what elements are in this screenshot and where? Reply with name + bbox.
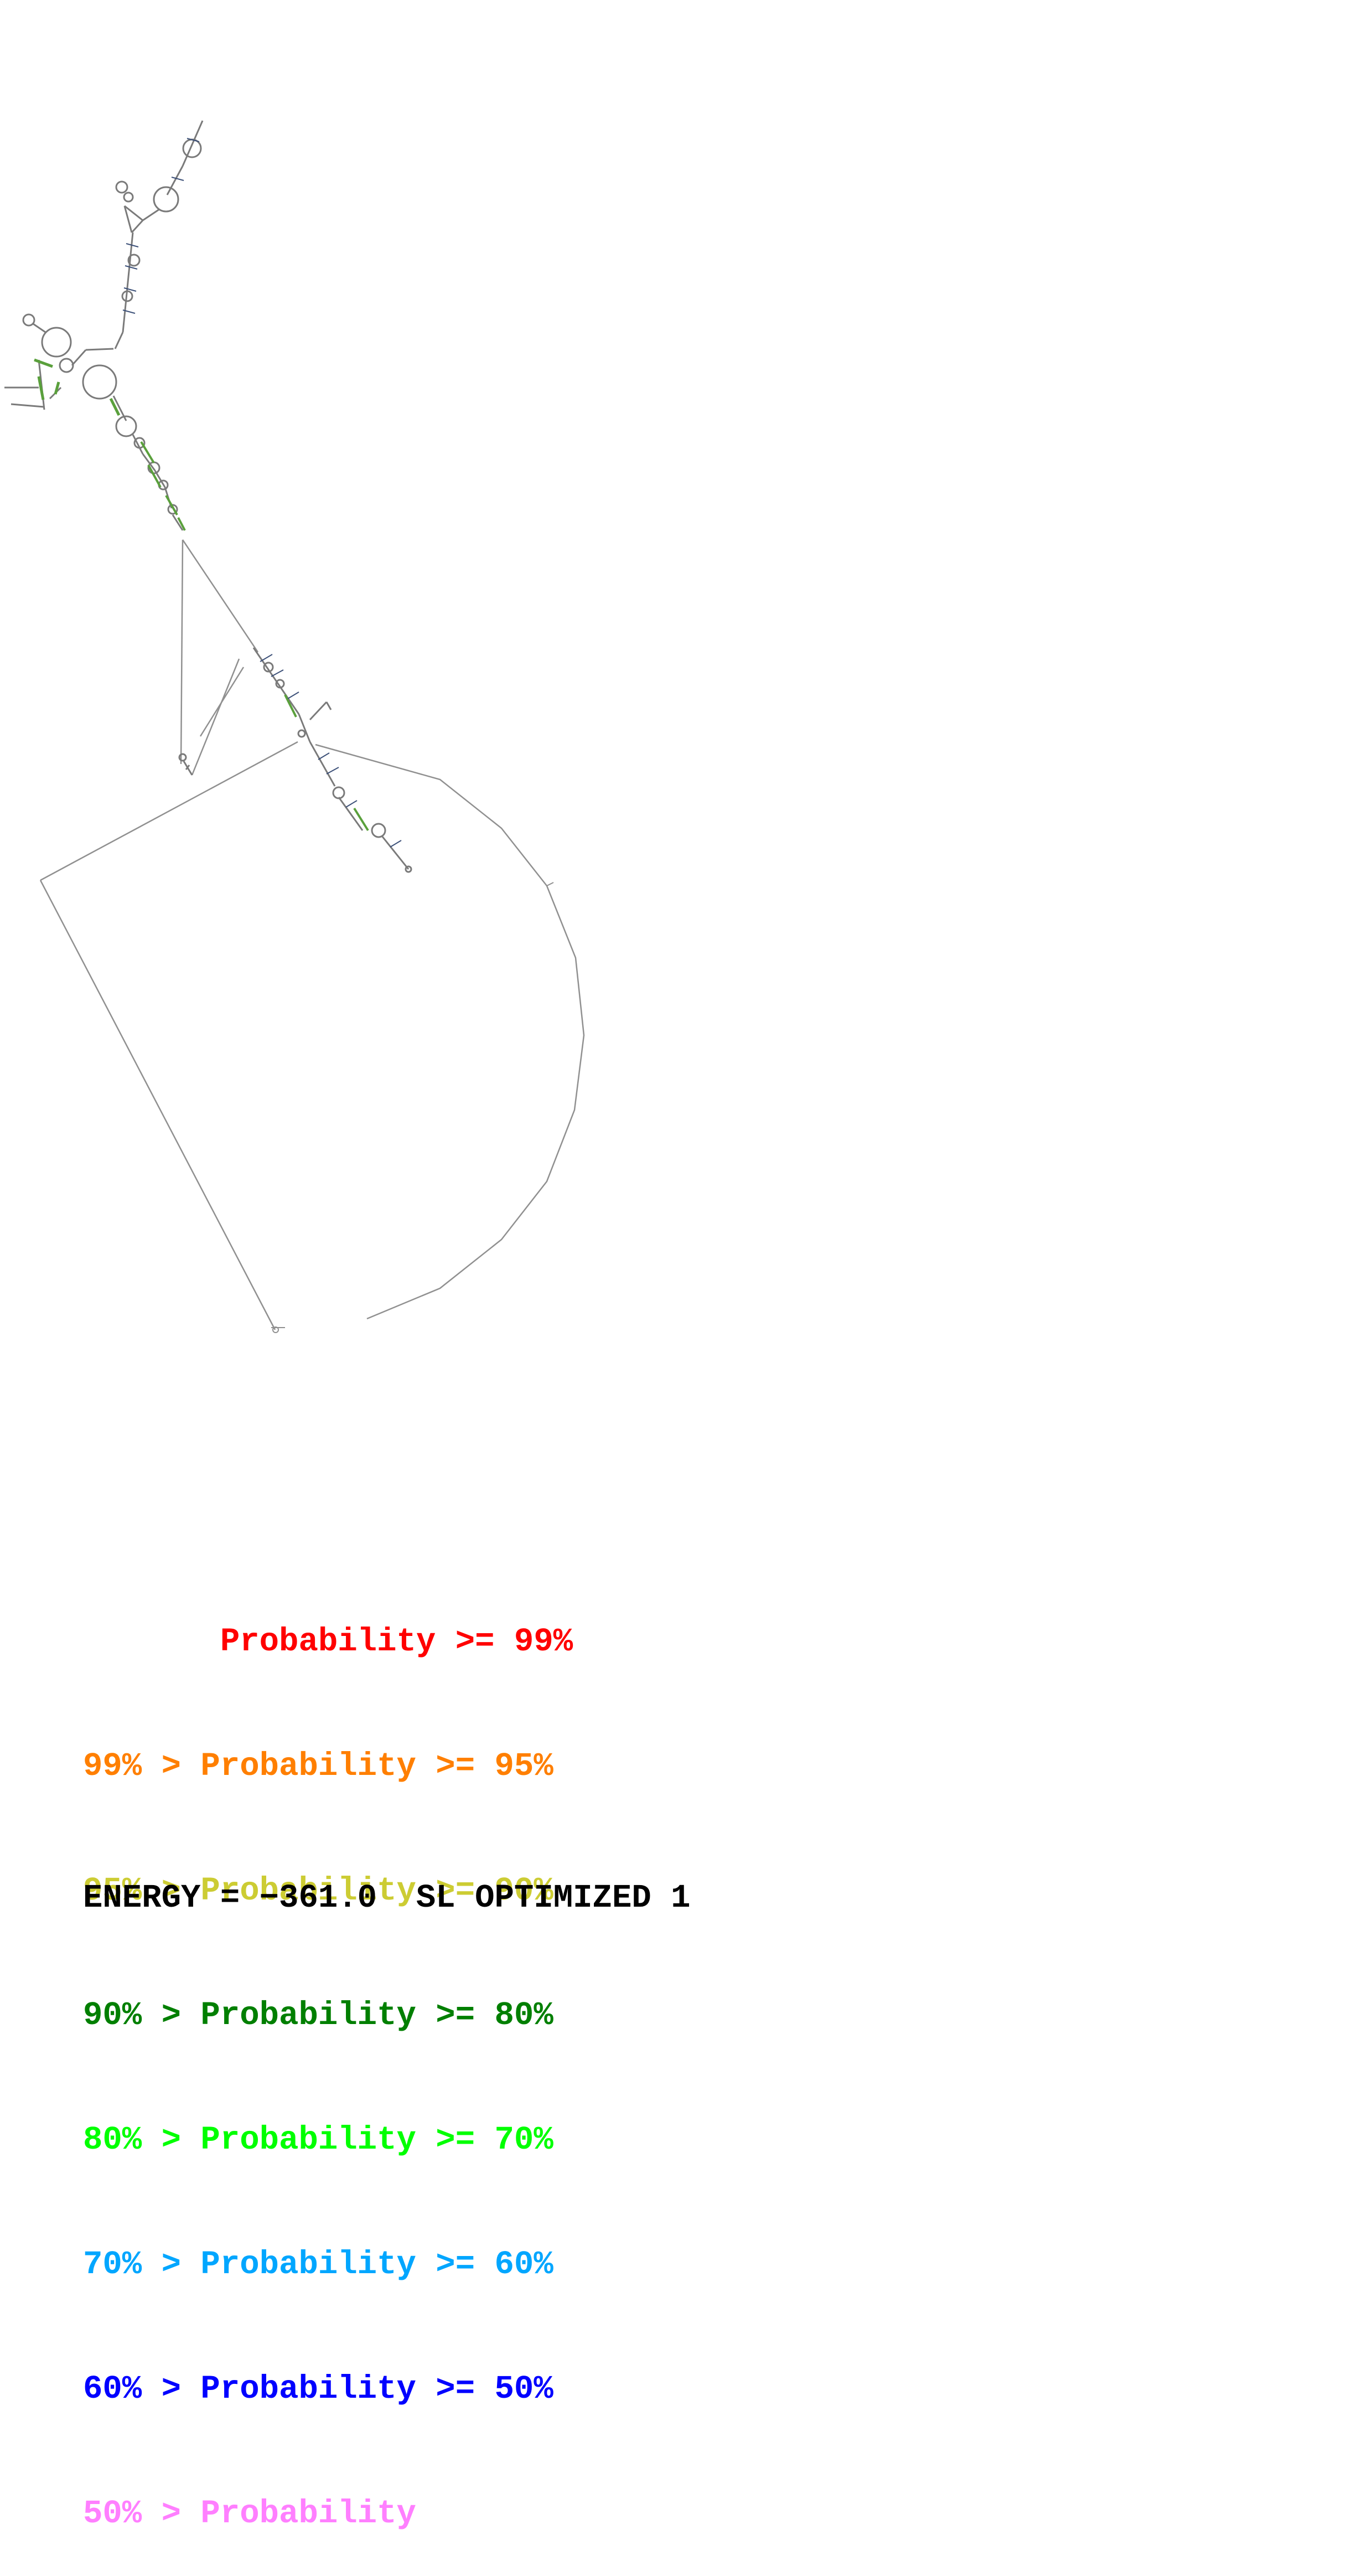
central-stem-green-pairs bbox=[140, 441, 186, 531]
small-tick-marks bbox=[271, 882, 554, 1333]
legend-line-90-95: 95% > Probability >= 90% bbox=[83, 1872, 553, 1909]
lower-stem-pair-ticks bbox=[260, 654, 402, 848]
legend-line-50-60: 60% > Probability >= 50% bbox=[83, 2371, 553, 2408]
small-hairpin-left bbox=[178, 753, 193, 776]
central-stem bbox=[112, 395, 184, 531]
top-hairpin-branch bbox=[114, 120, 204, 349]
left-multiloop-cluster bbox=[4, 313, 117, 410]
lower-stem-green-pairs bbox=[284, 694, 369, 832]
legend-line-95-99: 99% > Probability >= 95% bbox=[83, 1748, 553, 1785]
lower-stem bbox=[252, 647, 412, 873]
rna-secondary-structure-diagram bbox=[4, 120, 585, 1333]
legend-line-60-70: 70% > Probability >= 60% bbox=[83, 2246, 553, 2283]
legend-line-70-80: 80% > Probability >= 70% bbox=[83, 2121, 553, 2159]
legend-line-80-90: 90% > Probability >= 80% bbox=[83, 1997, 553, 2034]
legend-line-ge-99: Probability >= 99% bbox=[83, 1623, 573, 1660]
probability-legend: Probability >= 99% 99% > Probability >= … bbox=[83, 1538, 573, 2576]
long-backbone-segments bbox=[39, 539, 585, 1330]
left-cluster-green-pairs bbox=[34, 358, 121, 416]
top-pair-ticks bbox=[122, 138, 200, 314]
legend-line-lt-50: 50% > Probability bbox=[83, 2495, 416, 2532]
energy-label: ENERGY = −361.0 SL OPTIMIZED 1 bbox=[83, 1880, 691, 1917]
